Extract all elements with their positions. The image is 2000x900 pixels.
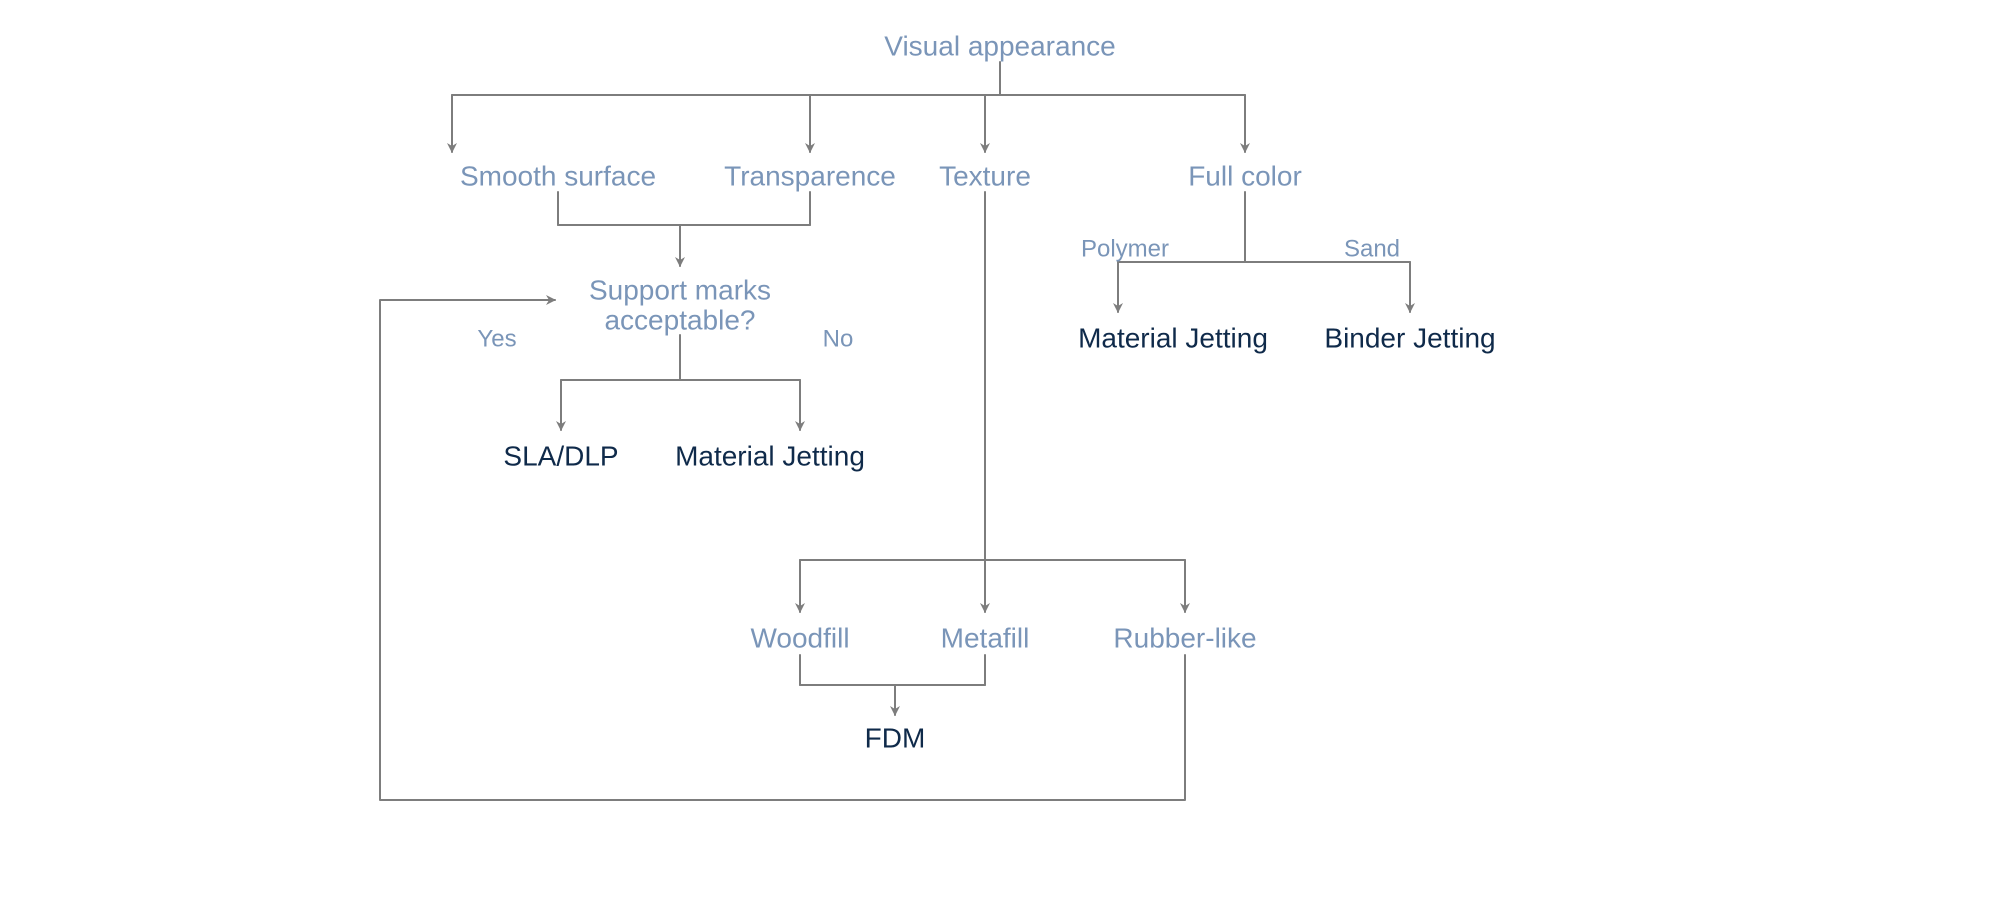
node-root: Visual appearance [884,30,1115,61]
node-fullcolor: Full color [1188,160,1302,191]
node-woodfill: Woodfill [750,622,849,653]
edge-label-sand: Sand [1344,235,1400,262]
edge-label-yes: Yes [477,325,516,352]
node-rubber: Rubber-like [1113,622,1256,653]
node-texture: Texture [939,160,1031,191]
nodes-layer: Visual appearance Smooth surface Transpare… [460,30,1496,753]
edge-label-no: No [823,325,854,352]
node-binder: Binder Jetting [1324,322,1495,353]
node-sla: SLA/DLP [503,440,618,471]
node-support_l2: acceptable? [604,304,755,335]
edge-label-polymer: Polymer [1081,235,1169,262]
node-metafill: Metafill [941,622,1030,653]
node-mj1: Material Jetting [675,440,865,471]
node-mj2: Material Jetting [1078,322,1268,353]
flowchart-canvas: Yes No Polymer Sand Visual appearance Smooth… [0,0,2000,900]
node-fdm: FDM [865,722,926,753]
node-smooth: Smooth surface [460,160,656,191]
edge-rubber_loop [380,300,1185,800]
node-transparence: Transparence [724,160,896,191]
node-support_l1: Support marks [589,274,771,305]
